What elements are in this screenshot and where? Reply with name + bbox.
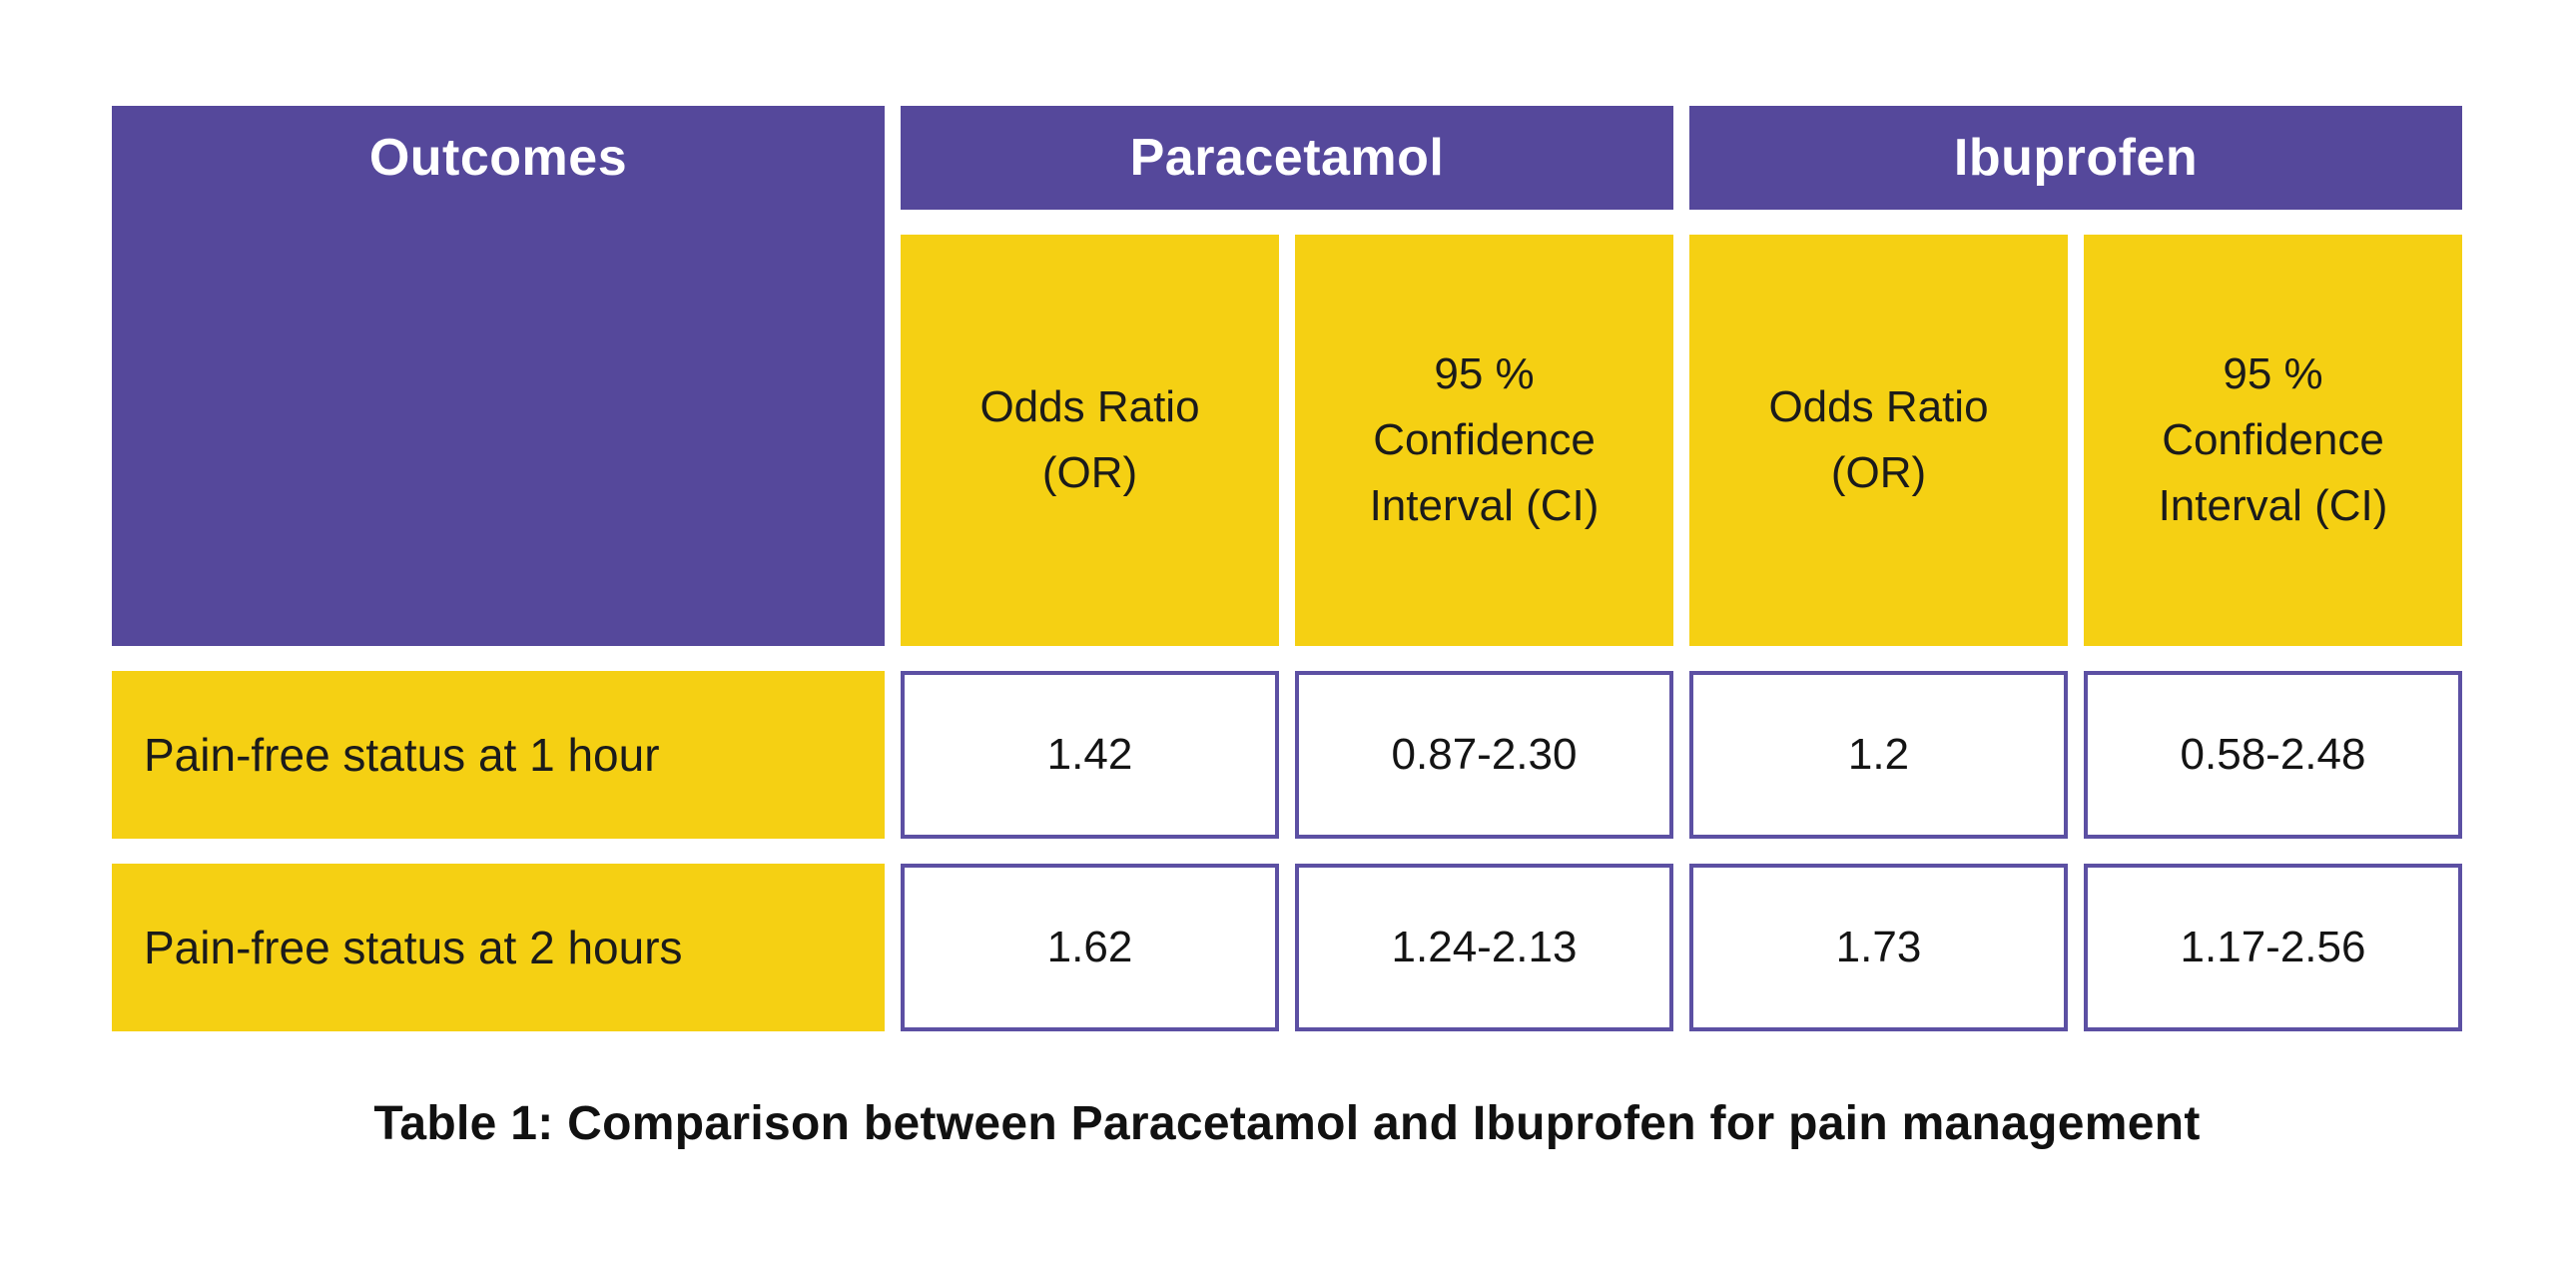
value-1h-paracetamol-or: 1.42 [901,671,1279,839]
outcomes-header-label: Outcomes [368,129,628,187]
value-2h-ibuprofen-or: 1.73 [1689,864,2068,1031]
value-1h-ibuprofen-or: 1.2 [1689,671,2068,839]
ibuprofen-ci-subheader: 95 % Confidence Interval (CI) [2084,235,2462,646]
ibuprofen-group-label: Ibuprofen [1953,129,2199,187]
value-2h-ibuprofen-ci: 1.17-2.56 [2084,864,2462,1031]
value-2h-paracetamol-ci: 1.24-2.13 [1295,864,1673,1031]
outcomes-header-cell: Outcomes [112,106,885,646]
row-label-1-hour: Pain-free status at 1 hour [112,671,885,839]
paracetamol-ci-subheader: 95 % Confidence Interval (CI) [1295,235,1673,646]
outcomes-header-band: Outcomes [112,106,885,210]
comparison-table: Outcomes Paracetamol Ibuprofen Odds Rati… [112,106,2462,1031]
value-2h-paracetamol-or: 1.62 [901,864,1279,1031]
paracetamol-group-label: Paracetamol [1129,129,1445,187]
row-label-2-hours: Pain-free status at 2 hours [112,864,885,1031]
table-caption: Table 1: Comparison between Paracetamol … [373,1097,2201,1150]
value-1h-ibuprofen-ci: 0.58-2.48 [2084,671,2462,839]
paracetamol-group-header: Paracetamol [901,106,1673,210]
ibuprofen-group-header: Ibuprofen [1689,106,2462,210]
ibuprofen-odds-ratio-subheader: Odds Ratio (OR) [1689,235,2068,646]
paracetamol-odds-ratio-subheader: Odds Ratio (OR) [901,235,1279,646]
value-1h-paracetamol-ci: 0.87-2.30 [1295,671,1673,839]
